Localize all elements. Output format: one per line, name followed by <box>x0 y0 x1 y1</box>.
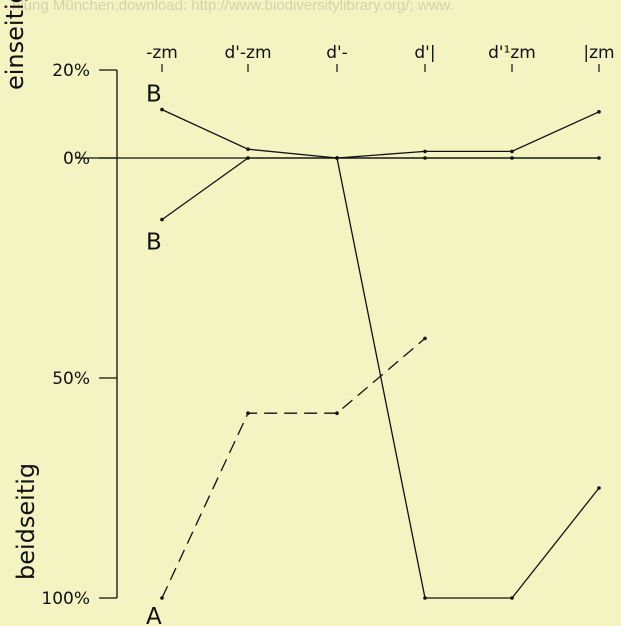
category-label: d'- <box>326 43 348 63</box>
category-label: |zm <box>583 43 614 63</box>
ticks: 20% 0% 50% 100% -zm d'-zm d'- d'| d'¹zm |zm <box>41 43 614 609</box>
series-label: B <box>146 230 162 256</box>
series-line <box>336 157 600 599</box>
data-point <box>246 147 250 151</box>
watermark-text: nlung München;download: http://www.biodi… <box>12 0 454 14</box>
data-point <box>510 149 514 154</box>
data-point <box>160 107 164 112</box>
einseitig-label: einseitig <box>1 0 29 90</box>
series-line <box>161 109 600 159</box>
data-point <box>335 411 339 416</box>
data-point <box>597 110 601 114</box>
beidseitig-label: beidseitig <box>12 463 40 580</box>
category-label: d'¹zm <box>488 43 536 63</box>
y-tick-label: 0% <box>63 149 90 169</box>
data-point <box>246 411 250 416</box>
series-line <box>161 337 426 599</box>
series-line <box>161 157 599 221</box>
y-tick-label: 50% <box>52 369 90 389</box>
data-point <box>423 336 427 341</box>
axes <box>75 70 600 598</box>
data-point <box>160 596 164 600</box>
data-point <box>423 596 427 600</box>
category-label: d'-zm <box>224 43 271 63</box>
data-point <box>423 156 427 160</box>
y-tick-label: 20% <box>52 61 90 81</box>
labels: einseitig beidseitig B B A <box>1 0 162 626</box>
category-label: d'| <box>414 43 435 63</box>
series-label: A <box>146 604 162 626</box>
data-point <box>423 149 427 154</box>
data-point <box>597 486 601 490</box>
series-label: B <box>146 82 162 108</box>
data-point <box>335 156 339 160</box>
data-point <box>246 156 250 160</box>
data-point <box>597 156 601 160</box>
data-point <box>160 217 164 222</box>
series-layer <box>160 107 601 600</box>
category-label: -zm <box>146 43 178 63</box>
y-tick-label: 100% <box>41 589 90 609</box>
data-point <box>510 596 514 600</box>
data-point <box>510 156 514 160</box>
